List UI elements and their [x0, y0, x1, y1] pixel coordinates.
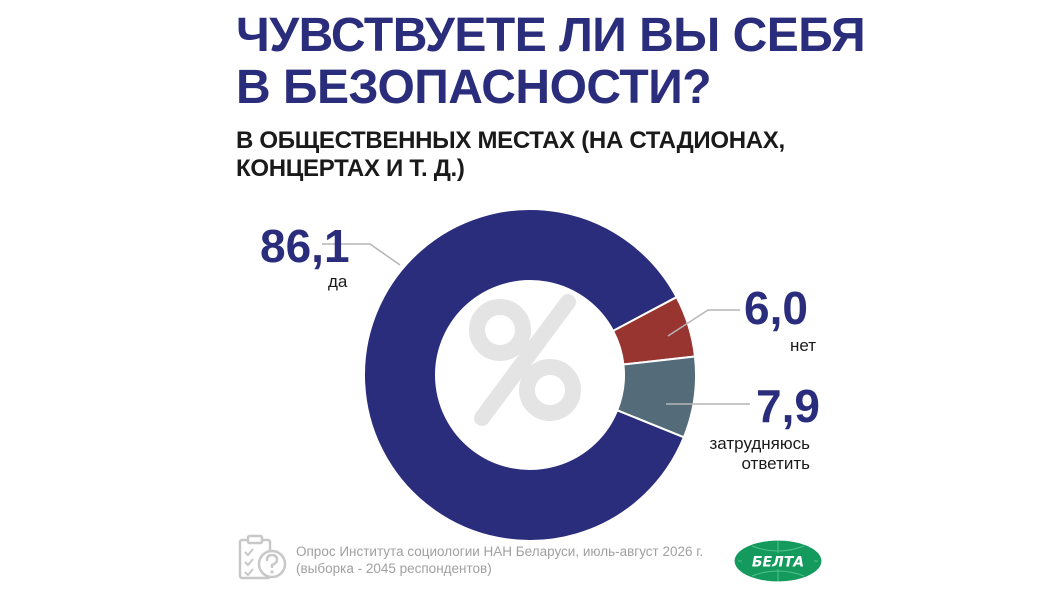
source-line-2: (выборка - 2045 респондентов) — [296, 561, 492, 576]
percent-icon — [469, 294, 581, 426]
leader-line-net — [667, 309, 740, 337]
chart-subtitle: В ОБЩЕСТВЕННЫХ МЕСТАХ (НА СТАДИОНАХ, КОН… — [236, 127, 785, 183]
source-line-1: Опрос Института социологии НАН Беларуси,… — [296, 544, 704, 559]
category-label-zatrudnyayus: затрудняюсь ответить — [709, 434, 810, 473]
category-label-net: нет — [790, 336, 817, 355]
logo-text: БЕЛТА — [752, 555, 804, 571]
value-label-da: 86,1 — [260, 220, 350, 272]
subtitle-line-2: КОНЦЕРТАХ И Т. Д.) — [236, 155, 465, 182]
source-note: Опрос Института социологии НАН Беларуси,… — [296, 543, 726, 577]
value-label-zatrudnyayus: 7,9 — [756, 380, 820, 432]
category-label-da: да — [328, 272, 348, 291]
chart-title: ЧУВСТВУЕТЕ ЛИ ВЫ СЕБЯ В БЕЗОПАСНОСТИ? — [236, 9, 866, 114]
title-line-1: ЧУВСТВУЕТЕ ЛИ ВЫ СЕБЯ — [236, 9, 866, 62]
value-label-net: 6,0 — [744, 282, 808, 334]
belta-logo: БЕЛТА — [733, 539, 823, 583]
slice-da — [363, 208, 686, 542]
leader-line-da — [322, 243, 401, 266]
clipboard-question-icon — [238, 534, 287, 580]
subtitle-line-1: В ОБЩЕСТВЕННЫХ МЕСТАХ (НА СТАДИОНАХ, — [236, 127, 785, 154]
title-line-2: В БЕЗОПАСНОСТИ? — [236, 61, 712, 114]
